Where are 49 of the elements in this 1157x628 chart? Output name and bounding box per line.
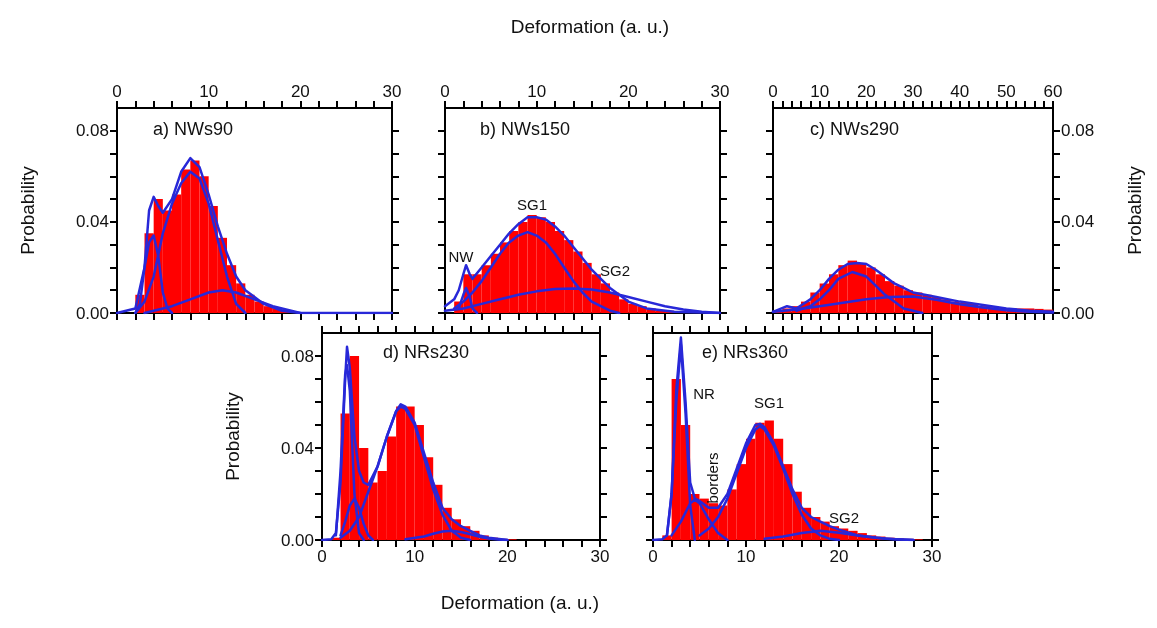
x-tick-label: 10 — [527, 82, 547, 101]
x-tick-label: 10 — [736, 547, 756, 566]
text: b) NWs150 — [480, 119, 571, 139]
x-tick-label: 0 — [317, 547, 327, 566]
y-tick-label: 0.08 — [1061, 121, 1095, 141]
x-tick-label: 0 — [768, 82, 778, 101]
annotation: SG1 — [753, 393, 785, 411]
y-tick-label: 0.00 — [75, 303, 109, 323]
x-tick-label: 0 — [112, 82, 122, 101]
annotation: NR — [693, 384, 715, 402]
x-tick-label: 30 — [710, 82, 730, 101]
x-tick-label: 10 — [405, 547, 425, 566]
x-tick-label: 30 — [903, 82, 923, 101]
y-tick-label: 0.00 — [1061, 303, 1095, 323]
text: e) NRs360 — [702, 342, 789, 362]
y-tick-label: 0.08 — [280, 346, 314, 366]
annotation: SG2 — [828, 508, 860, 526]
y-axis-title: Probability — [222, 391, 243, 481]
y-axis-title: Probability — [17, 165, 38, 255]
annotation: SG2 — [599, 261, 631, 279]
annotation: NW — [448, 247, 475, 265]
y-tick-label: 0.08 — [75, 121, 109, 141]
y-axis-title: Probability — [1124, 165, 1145, 255]
x-tick-label: 20 — [618, 82, 638, 101]
annotation: SG1 — [516, 195, 548, 213]
x-tick-label: 30 — [922, 547, 942, 566]
x-tick-label: 60 — [1043, 82, 1063, 101]
y-tick-label: 0.04 — [1061, 212, 1095, 232]
annotation: borders — [703, 452, 721, 504]
x-tick-label: 20 — [497, 547, 517, 566]
x-tick-label: 30 — [590, 547, 610, 566]
x-tick-label: 10 — [199, 82, 219, 101]
y-tick-label: 0.00 — [280, 530, 314, 550]
y-tick-label: 0.04 — [75, 212, 109, 232]
x-tick-label: 0 — [648, 547, 658, 566]
x-tick-label: 30 — [382, 82, 402, 101]
x-tick-label: 10 — [810, 82, 830, 101]
x-tick-label: 20 — [829, 547, 849, 566]
text: a) NWs90 — [153, 119, 234, 139]
x-tick-label: 0 — [440, 82, 450, 101]
text: d) NRs230 — [383, 342, 470, 362]
x-axis-title: Deformation (a. u.) — [440, 591, 600, 613]
x-tick-label: 20 — [856, 82, 876, 101]
x-tick-label: 20 — [290, 82, 310, 101]
x-axis-title: Deformation (a. u.) — [510, 15, 670, 37]
x-tick-label: 50 — [996, 82, 1016, 101]
y-tick-label: 0.04 — [280, 438, 314, 458]
text: c) NWs290 — [810, 119, 900, 139]
x-tick-label: 40 — [950, 82, 970, 101]
